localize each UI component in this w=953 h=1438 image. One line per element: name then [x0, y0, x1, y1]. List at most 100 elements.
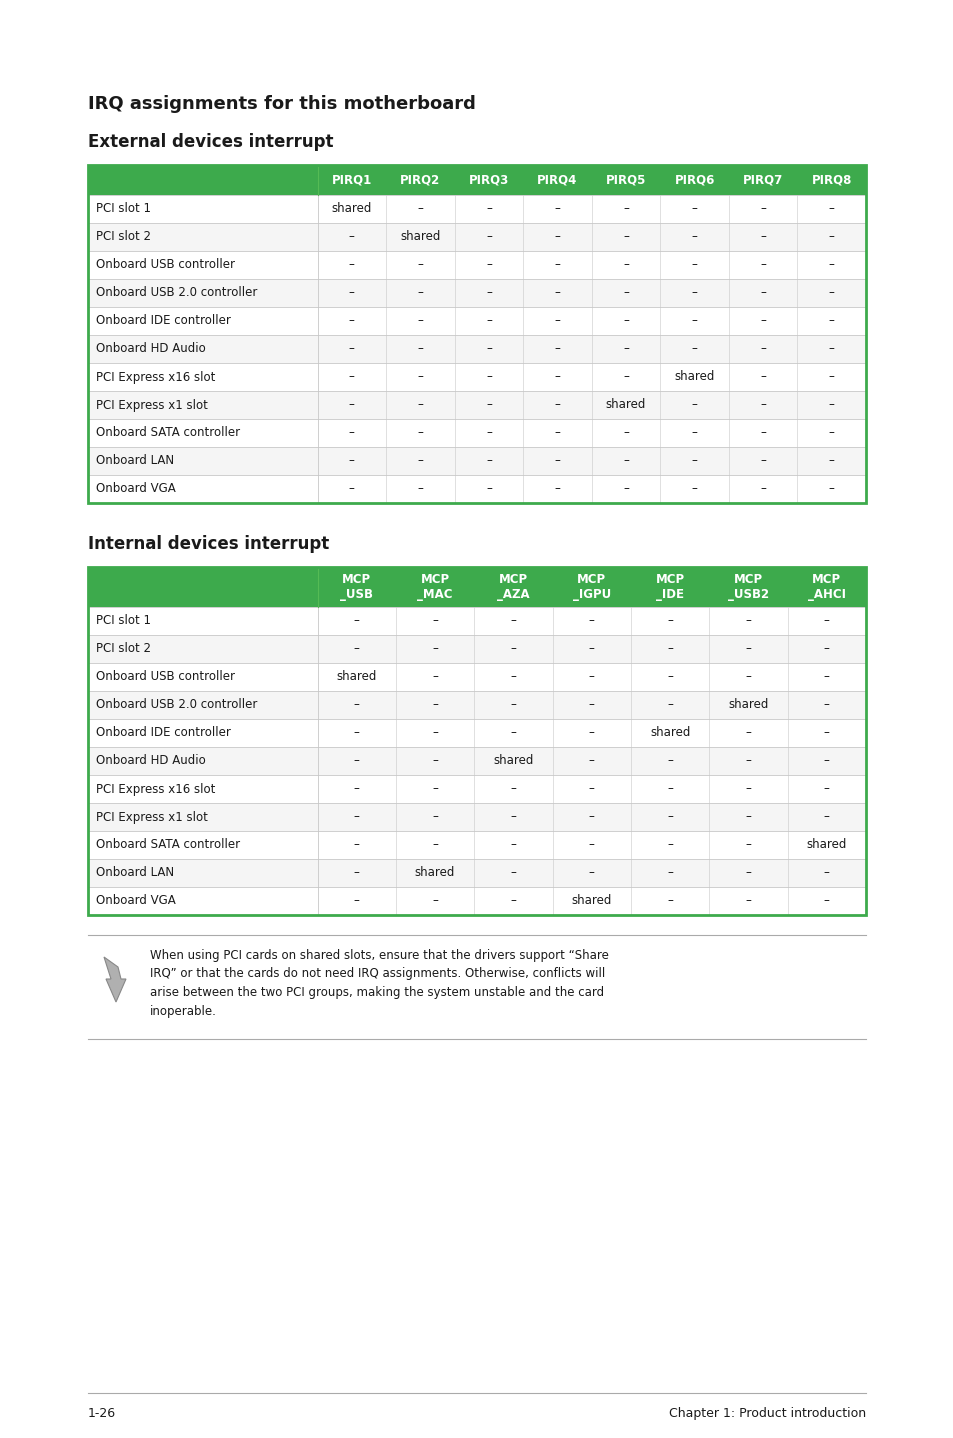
Text: –: –: [744, 726, 751, 739]
Text: –: –: [666, 867, 673, 880]
Text: –: –: [554, 230, 559, 243]
Text: –: –: [417, 259, 423, 272]
Text: –: –: [510, 838, 516, 851]
Text: –: –: [554, 315, 559, 328]
Text: PIRQ1: PIRQ1: [332, 174, 372, 187]
Text: –: –: [417, 203, 423, 216]
Text: –: –: [417, 427, 423, 440]
Text: –: –: [691, 342, 697, 355]
Polygon shape: [104, 958, 126, 1002]
Text: Onboard SATA controller: Onboard SATA controller: [96, 427, 240, 440]
Text: PCI slot 2: PCI slot 2: [96, 230, 151, 243]
Bar: [88, 746, 865, 775]
Text: –: –: [622, 286, 628, 299]
Text: –: –: [828, 342, 834, 355]
Text: –: –: [485, 315, 492, 328]
Text: –: –: [823, 867, 829, 880]
Text: –: –: [510, 894, 516, 907]
Text: –: –: [744, 838, 751, 851]
Text: –: –: [666, 782, 673, 795]
Text: –: –: [828, 230, 834, 243]
Text: –: –: [349, 259, 355, 272]
Text: –: –: [744, 614, 751, 627]
Bar: [88, 636, 865, 663]
Text: –: –: [554, 259, 559, 272]
Text: shared: shared: [571, 894, 611, 907]
Text: –: –: [588, 670, 594, 683]
Text: MCP
_USB: MCP _USB: [340, 574, 373, 601]
Bar: [88, 391, 865, 418]
Text: –: –: [588, 699, 594, 712]
Text: –: –: [760, 454, 765, 467]
Text: –: –: [744, 755, 751, 768]
Text: –: –: [354, 699, 359, 712]
Text: –: –: [760, 371, 765, 384]
Text: –: –: [554, 427, 559, 440]
Text: –: –: [417, 315, 423, 328]
Text: 1-26: 1-26: [88, 1406, 116, 1419]
Text: –: –: [349, 427, 355, 440]
Text: –: –: [432, 699, 437, 712]
Text: shared: shared: [649, 726, 690, 739]
Text: –: –: [828, 259, 834, 272]
Text: –: –: [760, 315, 765, 328]
Text: –: –: [828, 315, 834, 328]
Text: –: –: [417, 454, 423, 467]
Bar: [88, 165, 865, 196]
Bar: [88, 165, 865, 503]
Text: –: –: [354, 782, 359, 795]
Text: Onboard HD Audio: Onboard HD Audio: [96, 342, 206, 355]
Text: Onboard IDE controller: Onboard IDE controller: [96, 726, 231, 739]
Text: –: –: [828, 454, 834, 467]
Text: shared: shared: [399, 230, 440, 243]
Text: –: –: [588, 614, 594, 627]
Text: PCI Express x16 slot: PCI Express x16 slot: [96, 371, 215, 384]
Text: –: –: [744, 894, 751, 907]
Text: –: –: [823, 726, 829, 739]
Bar: [88, 279, 865, 306]
Bar: [88, 719, 865, 746]
Text: shared: shared: [493, 755, 533, 768]
Bar: [88, 335, 865, 362]
Text: –: –: [510, 643, 516, 656]
Text: –: –: [691, 427, 697, 440]
Text: –: –: [349, 454, 355, 467]
Text: –: –: [510, 726, 516, 739]
Text: –: –: [760, 286, 765, 299]
Text: –: –: [354, 755, 359, 768]
Text: –: –: [691, 454, 697, 467]
Text: –: –: [622, 371, 628, 384]
Bar: [88, 831, 865, 858]
Text: –: –: [744, 811, 751, 824]
Text: –: –: [510, 811, 516, 824]
Text: –: –: [554, 398, 559, 411]
Text: –: –: [760, 342, 765, 355]
Text: –: –: [354, 643, 359, 656]
Text: –: –: [622, 427, 628, 440]
Text: –: –: [622, 483, 628, 496]
Bar: [88, 567, 865, 607]
Text: PIRQ7: PIRQ7: [742, 174, 782, 187]
Bar: [88, 887, 865, 915]
Bar: [88, 775, 865, 802]
Text: –: –: [354, 811, 359, 824]
Text: –: –: [588, 643, 594, 656]
Text: MCP
_AZA: MCP _AZA: [497, 574, 529, 601]
Text: External devices interrupt: External devices interrupt: [88, 132, 334, 151]
Text: –: –: [622, 342, 628, 355]
Text: –: –: [828, 203, 834, 216]
Text: –: –: [432, 838, 437, 851]
Text: PCI slot 1: PCI slot 1: [96, 203, 151, 216]
Text: –: –: [828, 483, 834, 496]
Bar: [88, 252, 865, 279]
Text: MCP
_IDE: MCP _IDE: [655, 574, 684, 601]
Text: –: –: [485, 259, 492, 272]
Text: shared: shared: [806, 838, 846, 851]
Text: shared: shared: [674, 371, 714, 384]
Text: –: –: [622, 259, 628, 272]
Text: –: –: [485, 203, 492, 216]
Text: –: –: [760, 427, 765, 440]
Text: –: –: [622, 203, 628, 216]
Text: Chapter 1: Product introduction: Chapter 1: Product introduction: [668, 1406, 865, 1419]
Text: –: –: [588, 726, 594, 739]
